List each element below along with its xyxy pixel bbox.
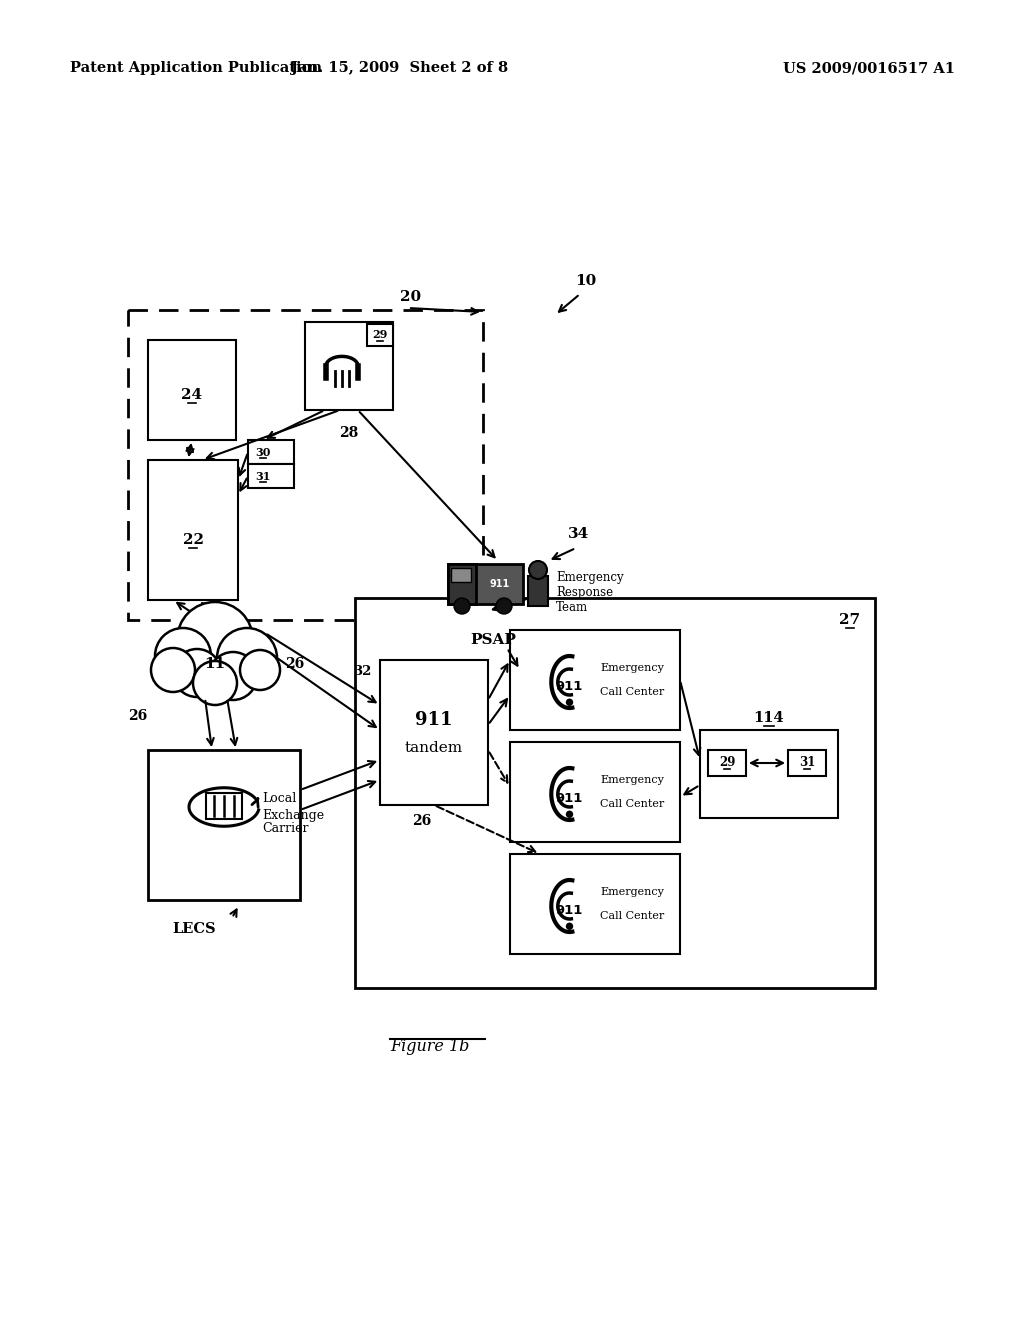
Bar	[148, 459, 238, 601]
Text: Call Center: Call Center	[600, 686, 665, 697]
Text: 10: 10	[575, 275, 596, 288]
Text: 114: 114	[754, 711, 784, 725]
Text: 24: 24	[181, 388, 203, 403]
Bar	[700, 730, 838, 818]
Text: 28: 28	[339, 426, 358, 440]
Text: Call Center: Call Center	[600, 911, 665, 921]
Circle shape	[566, 700, 572, 705]
Text: 911: 911	[489, 579, 510, 589]
Circle shape	[566, 812, 572, 817]
Bar	[148, 341, 236, 440]
Text: 911: 911	[556, 792, 584, 805]
Text: 20: 20	[400, 290, 421, 304]
Text: Exchange: Exchange	[262, 808, 325, 821]
Bar	[708, 750, 746, 776]
Text: LECS: LECS	[172, 921, 216, 936]
Bar	[510, 742, 680, 842]
Circle shape	[496, 598, 512, 614]
Circle shape	[155, 628, 211, 684]
Circle shape	[240, 649, 280, 690]
Text: US 2009/0016517 A1: US 2009/0016517 A1	[783, 61, 955, 75]
Circle shape	[177, 602, 253, 678]
Text: Call Center: Call Center	[600, 799, 665, 809]
Text: 27: 27	[840, 612, 860, 627]
Circle shape	[193, 661, 237, 705]
Text: Jan. 15, 2009  Sheet 2 of 8: Jan. 15, 2009 Sheet 2 of 8	[292, 61, 509, 75]
Bar	[510, 854, 680, 954]
Bar	[451, 568, 471, 582]
Text: Carrier: Carrier	[262, 822, 308, 836]
Circle shape	[566, 923, 572, 929]
Text: 26: 26	[413, 814, 432, 828]
Text: 31: 31	[799, 756, 815, 770]
Text: 911: 911	[416, 711, 453, 729]
Text: Emergency: Emergency	[600, 887, 665, 898]
Text: tandem: tandem	[404, 741, 463, 755]
Bar	[148, 750, 300, 900]
Bar	[380, 660, 488, 805]
Bar	[206, 793, 242, 818]
Text: 911: 911	[556, 681, 584, 693]
Text: 11: 11	[205, 657, 225, 671]
Text: 31: 31	[255, 470, 270, 482]
Text: 22: 22	[182, 533, 204, 546]
Circle shape	[151, 648, 195, 692]
Text: 32: 32	[353, 665, 372, 678]
Text: 29: 29	[373, 330, 388, 341]
Text: Response: Response	[556, 586, 613, 599]
Text: PSAP: PSAP	[470, 634, 516, 647]
Text: Emergency: Emergency	[600, 775, 665, 785]
Circle shape	[529, 561, 547, 579]
Bar	[355, 598, 874, 987]
Text: 911: 911	[556, 904, 584, 917]
Text: Figure 1b: Figure 1b	[390, 1038, 469, 1055]
Text: Emergency: Emergency	[600, 663, 665, 673]
Circle shape	[454, 598, 470, 614]
Bar	[367, 323, 393, 346]
Circle shape	[209, 652, 257, 700]
Circle shape	[173, 649, 221, 697]
Text: 29: 29	[719, 756, 735, 770]
Text: 26: 26	[285, 657, 304, 671]
Circle shape	[217, 628, 278, 688]
Bar	[449, 564, 476, 605]
Text: Local: Local	[262, 792, 296, 805]
Bar	[528, 576, 548, 606]
Bar	[128, 310, 483, 620]
Bar	[305, 322, 393, 411]
Text: Team: Team	[556, 601, 588, 614]
Text: Patent Application Publication: Patent Application Publication	[70, 61, 322, 75]
Bar	[248, 440, 294, 465]
Bar	[788, 750, 826, 776]
Text: 30: 30	[255, 446, 270, 458]
Bar	[248, 465, 294, 488]
Bar	[449, 564, 523, 605]
Text: 26: 26	[128, 709, 147, 723]
Bar	[510, 630, 680, 730]
Text: Emergency: Emergency	[556, 572, 624, 583]
Text: 34: 34	[568, 527, 589, 541]
